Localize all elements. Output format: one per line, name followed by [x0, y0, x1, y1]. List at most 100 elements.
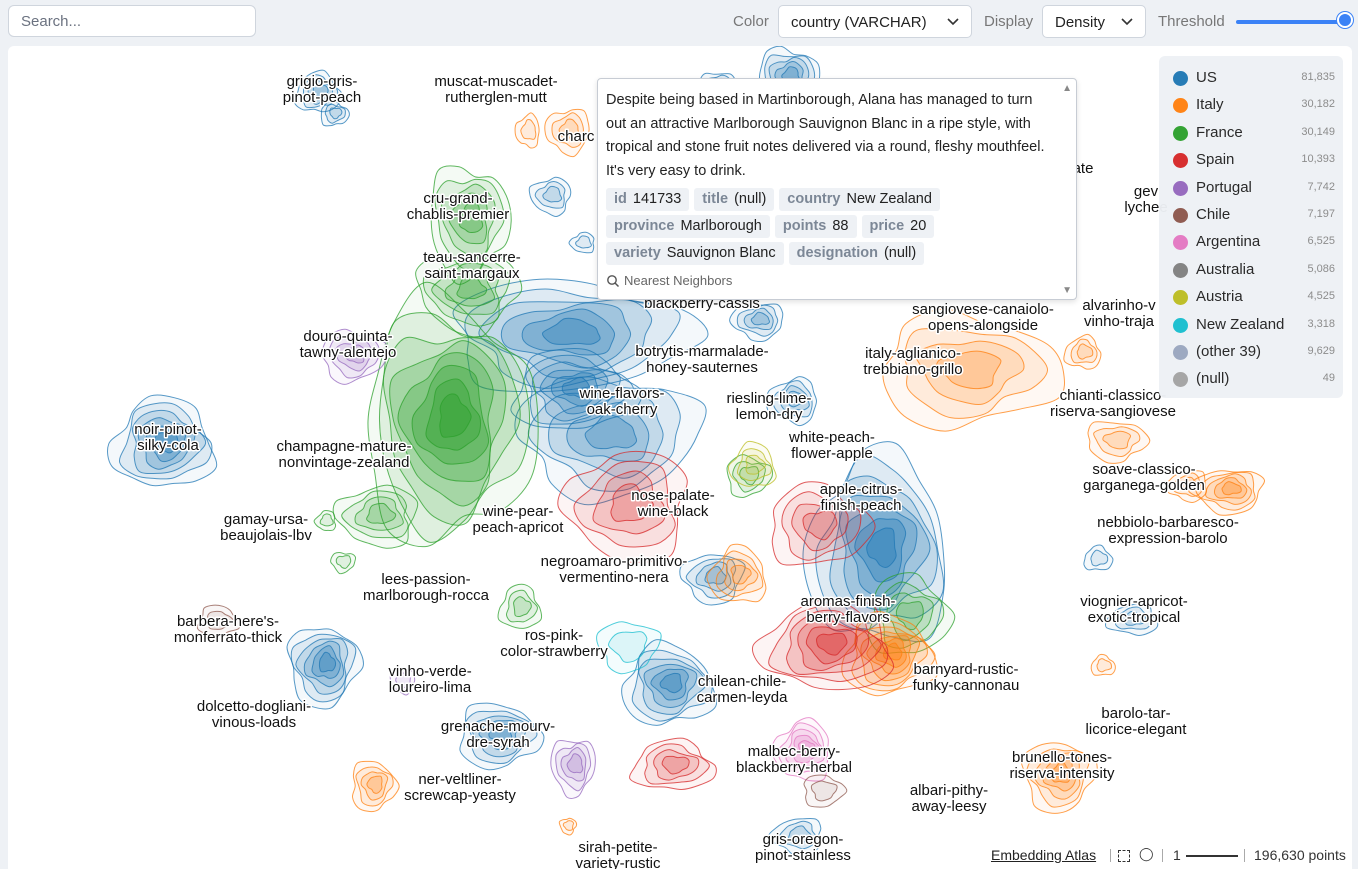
legend-count: 9,629 [1307, 345, 1335, 357]
density-contour [1076, 343, 1094, 360]
legend-swatch [1173, 125, 1188, 141]
legend-count: 5,086 [1307, 262, 1335, 275]
density-contour [395, 671, 411, 689]
legend-swatch [1173, 208, 1188, 223]
status-bar: Embedding Atlas ◯ 1 196,630 points [976, 846, 1352, 866]
legend-item[interactable]: Argentina 6,525 [1173, 231, 1335, 253]
tooltip-field: price 20 [861, 215, 935, 238]
density-contour-group [321, 328, 388, 385]
density-contour [562, 820, 575, 831]
density-contour-group [706, 543, 767, 603]
display-label: Display [984, 13, 1034, 30]
density-contour-group [1020, 742, 1098, 814]
density-contour [1090, 549, 1109, 567]
cluster-label: lees-passion-marlborough-rocca [363, 571, 490, 604]
density-contour [541, 317, 601, 345]
density-contour [659, 672, 683, 694]
density-contour [341, 490, 409, 539]
legend-swatch [1173, 372, 1188, 388]
density-contour [726, 454, 773, 499]
legend-count: 7,742 [1307, 180, 1335, 193]
rect-select-icon[interactable] [1118, 850, 1130, 862]
cluster-label: dolcetto-dogliani-vinous-loads [197, 698, 311, 731]
density-contour [444, 269, 496, 307]
display-select[interactable]: Density [1042, 5, 1146, 38]
scroll-down-icon[interactable]: ▼ [1062, 285, 1072, 296]
density-contour [505, 589, 538, 623]
density-contour [207, 610, 234, 630]
threshold-slider-track[interactable] [1236, 20, 1348, 24]
color-select[interactable]: country (VARCHAR) [778, 5, 972, 38]
tooltip-field: points 88 [774, 215, 857, 238]
density-contour [736, 448, 772, 482]
legend-item[interactable]: Chile 7,197 [1173, 204, 1335, 226]
cluster-label: teau-sancerre-saint-margaux [423, 249, 521, 282]
legend-swatch [1173, 235, 1188, 251]
density-contour-group [802, 441, 946, 643]
density-contour-group [568, 231, 595, 254]
legend-item[interactable]: Portugal 7,742 [1173, 177, 1335, 199]
search-input[interactable] [8, 5, 256, 37]
legend-item[interactable]: (null) 49 [1173, 368, 1335, 390]
cluster-label: malbec-berry-blackberry-herbal [736, 743, 852, 776]
legend-item[interactable]: US 81,835 [1173, 67, 1335, 89]
legend-label: (other 39) [1196, 343, 1262, 360]
density-contour [318, 651, 337, 673]
cluster-label: ner-veltliner-screwcap-yeasty [404, 771, 516, 804]
cluster-label: barbera-here's-monferrato-thick [174, 613, 283, 646]
legend-item[interactable]: Spain 10,393 [1173, 149, 1335, 171]
embedding-atlas-link[interactable]: Embedding Atlas [991, 847, 1097, 863]
nearest-neighbors-button[interactable]: Nearest Neighbors [606, 273, 1050, 288]
density-contours [107, 46, 1266, 856]
density-contour [440, 183, 496, 260]
density-contour [312, 84, 329, 100]
density-contour [786, 390, 806, 408]
cluster-label: viognier-apricot-exotic-tropical [1080, 593, 1188, 626]
color-select-value: country (VARCHAR) [791, 14, 927, 31]
density-contour [542, 185, 563, 203]
density-contour [366, 775, 383, 794]
legend-item[interactable]: France 30,149 [1173, 122, 1335, 144]
density-contour-group [1187, 470, 1266, 516]
cluster-label: noir-pinot-silky-cola [134, 421, 202, 454]
legend-item[interactable]: Italy 30,182 [1173, 94, 1335, 116]
density-contour-group [415, 253, 523, 338]
scale-bar [1186, 855, 1238, 857]
cluster-label: brunello-tones-riserva-intensity [1009, 749, 1115, 782]
density-contour [557, 450, 688, 563]
density-contour-group [497, 583, 543, 629]
density-map[interactable]: grigio-gris-pinot-peach muscat-muscadet-r… [8, 46, 1352, 869]
cluster-label: albari-pithy-away-leesy [910, 782, 988, 815]
density-contour-group [367, 281, 539, 548]
legend-swatch [1173, 153, 1188, 169]
density-contour-group [771, 481, 876, 566]
threshold-slider-thumb[interactable] [1337, 12, 1353, 28]
legend-item[interactable]: (other 39) 9,629 [1173, 341, 1335, 363]
legend-item[interactable]: New Zealand 3,318 [1173, 314, 1335, 336]
legend-label: Spain [1196, 151, 1235, 169]
tooltip-field-key: points [782, 218, 827, 234]
legend-item[interactable]: Australia 5,086 [1173, 259, 1335, 281]
density-contour [610, 483, 654, 522]
density-contour [661, 755, 690, 775]
density-contour-group [728, 440, 777, 487]
lasso-select-icon[interactable]: ◯ [1139, 846, 1154, 861]
density-contour [778, 820, 817, 850]
cluster-label: nebbiolo-barbaresco-expression-barolo [1097, 514, 1239, 547]
legend-item[interactable]: Austria 4,525 [1173, 286, 1335, 308]
density-contour [631, 649, 713, 722]
legend-label: Austria [1196, 288, 1243, 306]
scroll-up-icon[interactable]: ▲ [1062, 83, 1072, 94]
density-contour-group [294, 69, 343, 113]
cluster-label: riesling-lime-lemon-dry [726, 390, 811, 423]
legend-label: France [1196, 123, 1243, 141]
density-contour [650, 668, 689, 701]
density-contour [539, 369, 609, 415]
density-contour [521, 308, 616, 356]
density-contour [575, 235, 592, 249]
density-contour [895, 601, 924, 631]
density-contour [488, 723, 513, 744]
density-contour [1164, 470, 1207, 503]
tooltip-field-key: title [702, 191, 729, 207]
density-contour [1096, 658, 1113, 673]
